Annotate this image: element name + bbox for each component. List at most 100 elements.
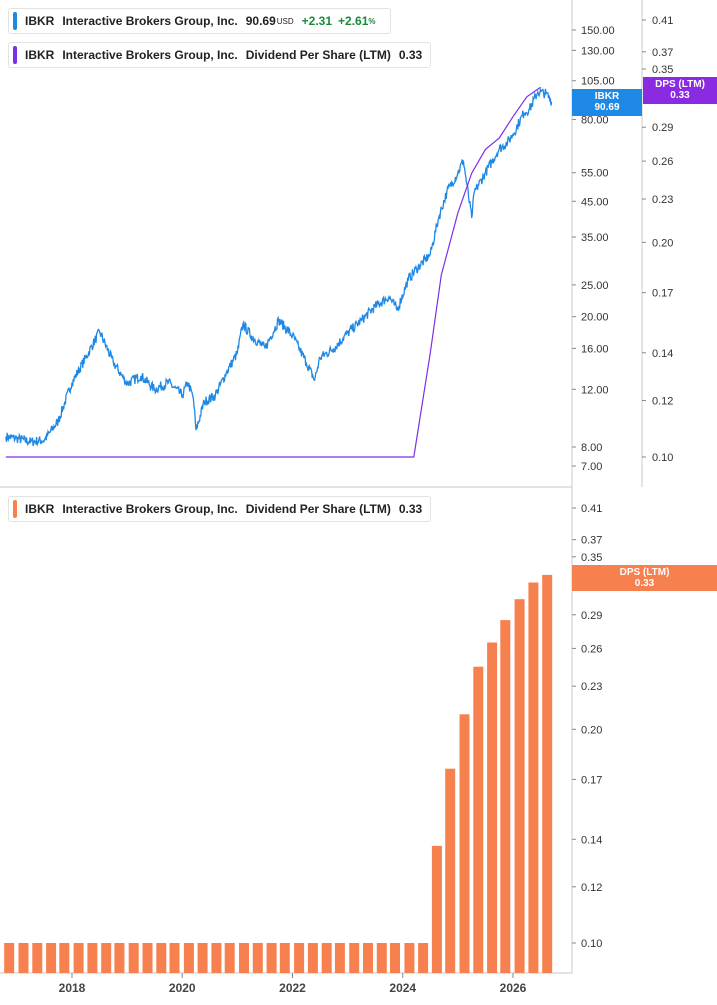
dps-axis-tick-label: 0.26 (652, 156, 673, 168)
legend-price-ticker: IBKR (25, 14, 55, 28)
dps-bar (183, 943, 194, 973)
dps-bar (59, 943, 70, 973)
dps-line (5, 86, 541, 458)
dps-bar (528, 582, 539, 973)
dps-top-tag-label: DPS (LTM) (655, 79, 705, 90)
dps-bar (445, 768, 456, 973)
bottom-axis-tick-label: 0.23 (581, 681, 602, 693)
legend-dps-bottom-ticker: IBKR (25, 502, 55, 516)
legend-dps-top-company: Interactive Brokers Group, Inc. (62, 48, 238, 62)
dps-axis-tick-label: 0.14 (652, 348, 673, 360)
dps-bar (4, 943, 15, 973)
dps-bar (363, 943, 373, 973)
legend-dps-top[interactable]: IBKR Interactive Brokers Group, Inc. Div… (8, 42, 432, 68)
dps-bar (128, 943, 139, 973)
x-axis-tick-label: 2022 (279, 981, 306, 995)
dps-bar (418, 943, 429, 973)
legend-price-pct-sign: % (368, 16, 376, 26)
bottom-axis-tick-label: 0.10 (581, 938, 602, 950)
price-axis-tick-label: 45.00 (581, 196, 609, 208)
legend-price-swatch (13, 12, 17, 30)
dps-bar (73, 943, 84, 973)
bottom-axis-tick-label: 0.12 (581, 882, 602, 894)
bottom-axis-tick-label: 0.26 (581, 643, 602, 655)
price-tag-ticker: IBKR (594, 91, 620, 102)
legend-dps-bottom-value: 0.33 (398, 502, 423, 516)
price-axis-tick-label: 16.00 (581, 343, 609, 355)
dps-bar (142, 943, 153, 973)
price-tag-value: 90.69 (594, 102, 620, 113)
dps-bar (239, 943, 249, 973)
dps-bar (197, 943, 208, 973)
price-axis-tick-label: 12.00 (581, 384, 609, 396)
legend-dps-top-value: 0.33 (398, 48, 423, 62)
dps-bar (266, 943, 277, 973)
legend-dps-bottom[interactable]: IBKR Interactive Brokers Group, Inc. Div… (8, 496, 432, 522)
dps-bar (514, 599, 525, 973)
price-axis-tick-label: 8.00 (581, 442, 602, 454)
dps-bar (211, 943, 222, 973)
x-axis-tick-label: 2020 (169, 981, 196, 995)
dps-axis-tick-label: 0.23 (652, 194, 673, 206)
price-axis-tick-label: 130.00 (581, 45, 615, 57)
dps-bottom-tag: DPS (LTM) 0.33 (572, 565, 717, 591)
x-axis-tick-label: 2024 (389, 981, 416, 995)
dps-bar (473, 666, 484, 973)
dps-bar (334, 943, 345, 973)
dps-bar (294, 943, 305, 973)
bottom-axis-tick-label: 0.41 (581, 503, 602, 515)
legend-price-change: +2.31 (301, 14, 333, 28)
price-tag: IBKR 90.69 (572, 89, 642, 116)
dps-bar (542, 574, 553, 973)
legend-price-company: Interactive Brokers Group, Inc. (62, 14, 238, 28)
legend-price-value: 90.69 (245, 14, 276, 28)
bottom-axis-tick-label: 0.35 (581, 552, 602, 564)
legend-price-change-pct: +2.61 (338, 14, 369, 28)
legend-dps-top-swatch (13, 46, 17, 64)
dps-bar (279, 943, 290, 973)
dps-bar (224, 943, 235, 973)
price-axis-tick-label: 55.00 (581, 168, 609, 180)
x-axis-tick-label: 2026 (500, 981, 527, 995)
dps-bar (169, 943, 180, 973)
dps-bar (18, 943, 29, 973)
legend-price[interactable]: IBKR Interactive Brokers Group, Inc. 90.… (8, 8, 391, 34)
dps-bar (500, 620, 511, 973)
price-axis-tick-label: 20.00 (581, 312, 609, 324)
price-line (5, 87, 553, 447)
legend-dps-bottom-swatch (13, 500, 17, 518)
legend-price-unit: USD (276, 16, 294, 26)
dps-axis-tick-label: 0.12 (652, 396, 673, 408)
dps-bar (349, 943, 360, 973)
dps-bar (321, 943, 332, 973)
bottom-axis-tick-label: 0.29 (581, 610, 602, 622)
legend-dps-bottom-company: Interactive Brokers Group, Inc. (62, 502, 238, 516)
dps-top-tag-value: 0.33 (670, 90, 690, 101)
dps-bar (46, 943, 57, 973)
bottom-axis-tick-label: 0.37 (581, 535, 602, 547)
dps-bar (487, 642, 498, 973)
dps-axis-tick-label: 0.37 (652, 47, 673, 59)
x-axis-tick-label: 2018 (59, 981, 86, 995)
dps-bar (431, 845, 442, 973)
dps-axis-tick-label: 0.17 (652, 288, 673, 300)
bottom-axis-tick-label: 0.17 (581, 774, 602, 786)
dps-bottom-tag-label: DPS (LTM) (619, 567, 670, 578)
dps-axis-tick-label: 0.41 (652, 15, 673, 27)
bottom-axis-tick-label: 0.20 (581, 724, 602, 736)
price-axis-tick-label: 105.00 (581, 76, 615, 88)
price-axis-tick-label: 35.00 (581, 232, 609, 244)
price-axis-tick-label: 25.00 (581, 280, 609, 292)
dps-bar (252, 943, 263, 973)
dps-bar (32, 943, 43, 973)
dps-axis-tick-label: 0.10 (652, 452, 673, 464)
dps-top-tag: DPS (LTM) 0.33 (643, 77, 717, 104)
dps-bar (376, 943, 387, 973)
dps-bar (114, 943, 125, 973)
legend-dps-bottom-metric: Dividend Per Share (LTM) (245, 502, 391, 516)
price-axis-tick-label: 150.00 (581, 25, 615, 37)
legend-dps-top-metric: Dividend Per Share (LTM) (245, 48, 391, 62)
legend-dps-top-ticker: IBKR (25, 48, 55, 62)
